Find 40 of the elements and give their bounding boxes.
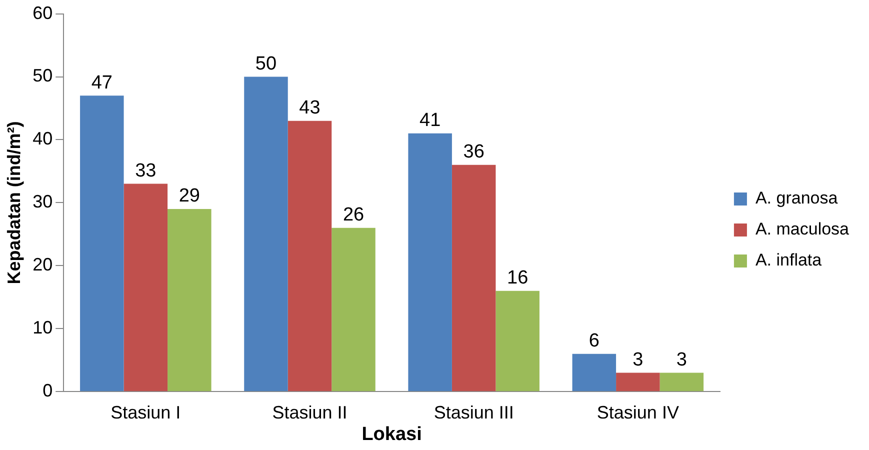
bar bbox=[408, 133, 452, 392]
bar bbox=[616, 372, 660, 392]
y-tick-label: 20 bbox=[32, 254, 53, 275]
y-tick-label: 0 bbox=[42, 380, 53, 401]
y-tick-label: 40 bbox=[32, 128, 53, 149]
data-label: 26 bbox=[342, 204, 364, 226]
legend-label: A. inflata bbox=[755, 250, 822, 270]
data-label: 3 bbox=[632, 349, 644, 370]
bar bbox=[496, 290, 540, 392]
x-tick-label: Stasiun I bbox=[110, 402, 181, 422]
y-tick-label: 50 bbox=[32, 66, 53, 86]
x-tick-label: Stasiun II bbox=[272, 402, 348, 422]
data-label: 16 bbox=[507, 268, 528, 289]
bar bbox=[288, 120, 332, 392]
data-label: 47 bbox=[91, 72, 112, 94]
bar bbox=[660, 372, 704, 392]
bar bbox=[168, 208, 212, 392]
bar bbox=[124, 184, 168, 392]
y-tick-label: 30 bbox=[32, 192, 53, 212]
x-axis-title: Lokasi bbox=[362, 424, 422, 445]
legend-label: A. granosa bbox=[755, 188, 838, 208]
y-axis-title: Kepadatan (ind/m²) bbox=[4, 121, 24, 284]
y-tick-label: 60 bbox=[32, 2, 53, 23]
bar bbox=[80, 96, 124, 392]
bar bbox=[244, 76, 288, 392]
data-label: 41 bbox=[420, 110, 441, 132]
data-label: 3 bbox=[676, 349, 687, 370]
data-label: 6 bbox=[588, 330, 600, 352]
y-tick-label: 10 bbox=[32, 318, 53, 338]
data-label: 43 bbox=[299, 98, 320, 119]
bar bbox=[572, 354, 616, 392]
bar bbox=[332, 228, 376, 392]
x-tick-label: Stasiun IV bbox=[596, 402, 679, 422]
bar bbox=[452, 164, 496, 392]
data-label: 36 bbox=[463, 142, 484, 163]
x-tick-label: Stasiun III bbox=[434, 402, 514, 422]
data-label: 33 bbox=[135, 160, 156, 182]
legend-label: A. maculosa bbox=[755, 220, 850, 239]
data-label: 50 bbox=[255, 54, 277, 74]
data-label: 29 bbox=[178, 186, 200, 207]
